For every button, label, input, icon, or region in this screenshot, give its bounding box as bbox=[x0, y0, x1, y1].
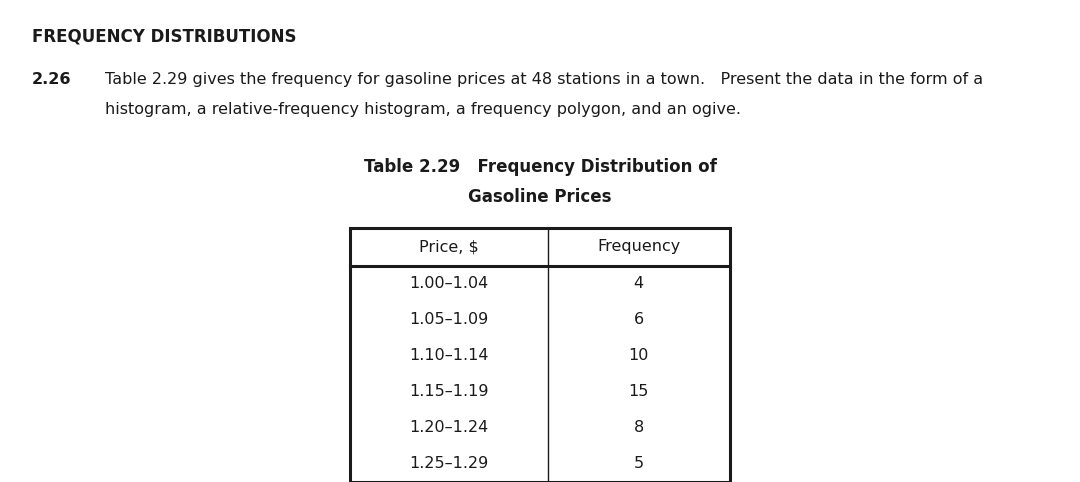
Text: 1.05–1.09: 1.05–1.09 bbox=[409, 312, 488, 327]
Bar bbox=[350, 228, 730, 482]
Text: 1.00–1.04: 1.00–1.04 bbox=[409, 277, 488, 292]
Text: 4: 4 bbox=[634, 277, 644, 292]
Text: Table 2.29 gives the frequency for gasoline prices at 48 stations in a town.   P: Table 2.29 gives the frequency for gasol… bbox=[105, 72, 983, 87]
Text: 8: 8 bbox=[634, 420, 644, 436]
Text: 2.26: 2.26 bbox=[32, 72, 71, 87]
Text: 5: 5 bbox=[634, 456, 644, 471]
Text: 1.10–1.14: 1.10–1.14 bbox=[409, 348, 488, 363]
Text: 1.15–1.19: 1.15–1.19 bbox=[409, 385, 488, 400]
Text: Price, $: Price, $ bbox=[419, 240, 478, 254]
Text: Table 2.29   Frequency Distribution of: Table 2.29 Frequency Distribution of bbox=[364, 158, 716, 176]
Text: 15: 15 bbox=[629, 385, 649, 400]
Text: FREQUENCY DISTRIBUTIONS: FREQUENCY DISTRIBUTIONS bbox=[32, 28, 297, 46]
Text: Gasoline Prices: Gasoline Prices bbox=[469, 188, 611, 206]
Text: 6: 6 bbox=[634, 312, 644, 327]
Text: 10: 10 bbox=[629, 348, 649, 363]
Text: 1.25–1.29: 1.25–1.29 bbox=[409, 456, 488, 471]
Text: histogram, a relative-frequency histogram, a frequency polygon, and an ogive.: histogram, a relative-frequency histogra… bbox=[105, 102, 741, 117]
Text: 1.20–1.24: 1.20–1.24 bbox=[409, 420, 488, 436]
Text: Frequency: Frequency bbox=[597, 240, 680, 254]
